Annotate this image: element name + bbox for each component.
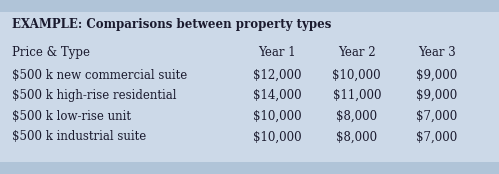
Text: $500 k low-rise unit: $500 k low-rise unit xyxy=(12,110,131,123)
FancyBboxPatch shape xyxy=(0,0,499,12)
Text: $500 k industrial suite: $500 k industrial suite xyxy=(12,130,147,143)
Text: $14,000: $14,000 xyxy=(252,89,301,102)
Text: EXAMPLE: Comparisons between property types: EXAMPLE: Comparisons between property ty… xyxy=(12,18,332,31)
Text: $500 k new commercial suite: $500 k new commercial suite xyxy=(12,69,188,82)
Text: Price & Type: Price & Type xyxy=(12,46,90,59)
Text: Year 3: Year 3 xyxy=(418,46,456,59)
Text: $500 k high-rise residential: $500 k high-rise residential xyxy=(12,89,177,102)
Text: $10,000: $10,000 xyxy=(252,130,301,143)
Text: $7,000: $7,000 xyxy=(416,130,457,143)
FancyBboxPatch shape xyxy=(0,162,499,174)
Text: Year 2: Year 2 xyxy=(338,46,376,59)
Text: $11,000: $11,000 xyxy=(332,89,381,102)
Text: $9,000: $9,000 xyxy=(416,89,457,102)
Text: $8,000: $8,000 xyxy=(336,110,377,123)
Text: $12,000: $12,000 xyxy=(252,69,301,82)
Text: $10,000: $10,000 xyxy=(252,110,301,123)
Text: $9,000: $9,000 xyxy=(416,69,457,82)
Text: $7,000: $7,000 xyxy=(416,110,457,123)
Text: $8,000: $8,000 xyxy=(336,130,377,143)
Text: $10,000: $10,000 xyxy=(332,69,381,82)
Text: Year 1: Year 1 xyxy=(258,46,296,59)
